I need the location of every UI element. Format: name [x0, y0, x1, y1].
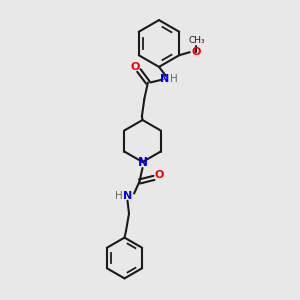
Text: O: O: [192, 47, 201, 57]
Text: CH₃: CH₃: [188, 36, 205, 45]
Text: N: N: [123, 190, 132, 201]
Text: N: N: [137, 156, 148, 169]
Text: H: H: [115, 190, 122, 201]
Text: N: N: [160, 74, 169, 85]
Text: O: O: [130, 62, 140, 72]
Text: O: O: [154, 170, 164, 181]
Text: H: H: [170, 74, 178, 85]
